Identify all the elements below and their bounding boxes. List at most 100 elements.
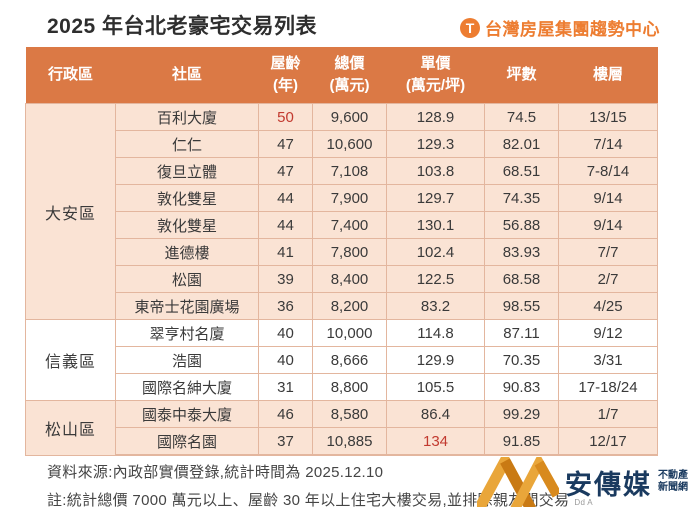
statistics-note-text: 註:統計總價 7000 萬元以上、屋齡 30 年以上住宅大樓交易,並排除親友間交… xyxy=(47,492,570,509)
table-row: 仁仁 47 10,600 129.3 82.01 7/14 xyxy=(26,130,658,158)
cell-community: 復旦立體 xyxy=(115,157,259,185)
cell-floor: 9/14 xyxy=(558,184,658,212)
cell-total-price: 7,400 xyxy=(312,211,387,239)
cell-area: 90.83 xyxy=(484,373,559,401)
media-subtitle-line1: 不動產 xyxy=(658,469,688,481)
transactions-table: 行政區 社區 屋齡 (年) 總價 (萬元) 單價 (萬元/坪) 坪數 樓層 大安… xyxy=(25,47,658,456)
cell-floor: 1/7 xyxy=(558,400,658,428)
cell-area: 70.35 xyxy=(484,346,559,374)
cell-community: 百利大廈 xyxy=(115,103,259,131)
cell-floor: 7/14 xyxy=(558,130,658,158)
table-row: 國際名紳大廈 31 8,800 105.5 90.83 17-18/24 xyxy=(26,373,658,401)
cell-community: 進德樓 xyxy=(115,238,259,266)
header-floor: 樓層 xyxy=(558,47,658,104)
data-source-note: 資料來源:內政部實價登錄,統計時間為 2025.12.10 xyxy=(47,464,384,481)
district-cell: 松山區 xyxy=(25,400,116,456)
cell-total-price: 8,400 xyxy=(312,265,387,293)
cell-floor: 9/14 xyxy=(558,211,658,239)
cell-area: 68.58 xyxy=(484,265,559,293)
cell-unit-price: 83.2 xyxy=(386,292,485,320)
cell-area: 82.01 xyxy=(484,130,559,158)
cell-age: 50 xyxy=(258,103,313,131)
cell-floor: 2/7 xyxy=(558,265,658,293)
taiwan-housing-logo-icon: T xyxy=(460,17,480,38)
cell-total-price: 8,200 xyxy=(312,292,387,320)
table-row: 浩園 40 8,666 129.9 70.35 3/31 xyxy=(26,346,658,374)
statistics-note: 註:統計總價 7000 萬元以上、屋齡 30 年以上住宅大樓交易,並排除親友間交… xyxy=(47,489,593,510)
cell-total-price: 8,580 xyxy=(312,400,387,428)
media-name: 安傳媒 xyxy=(565,469,652,500)
header-age: 屋齡 (年) xyxy=(258,47,313,104)
watermark-code: Dd A xyxy=(574,498,593,507)
cell-age: 40 xyxy=(258,319,313,347)
header-community: 社區 xyxy=(115,47,259,104)
cell-total-price: 10,885 xyxy=(312,427,387,456)
table-row: 大安區 百利大廈 50 9,600 128.9 74.5 13/15 xyxy=(25,103,658,320)
cell-total-price: 10,600 xyxy=(312,130,387,158)
cell-age: 40 xyxy=(258,346,313,374)
cell-area: 83.93 xyxy=(484,238,559,266)
table-row: 敦化雙星 44 7,900 129.7 74.35 9/14 xyxy=(26,184,658,212)
cell-age: 44 xyxy=(258,211,313,239)
cell-age: 31 xyxy=(258,373,313,401)
cell-area: 87.11 xyxy=(484,319,559,347)
table-row: 東帝士花園廣場 36 8,200 83.2 98.55 4/25 xyxy=(26,292,658,320)
cell-community: 松園 xyxy=(115,265,259,293)
cell-community: 敦化雙星 xyxy=(115,184,259,212)
cell-community: 東帝士花園廣場 xyxy=(115,292,259,320)
cell-age: 41 xyxy=(258,238,313,266)
media-subtitle-line2: 新聞網 xyxy=(658,482,688,493)
header-unit-price: 單價 (萬元/坪) xyxy=(386,47,485,104)
cell-floor: 9/12 xyxy=(558,319,658,347)
table-row: 進德樓 41 7,800 102.4 83.93 7/7 xyxy=(26,238,658,266)
table-header: 行政區 社區 屋齡 (年) 總價 (萬元) 單價 (萬元/坪) 坪數 樓層 xyxy=(25,47,658,104)
an-media-logo-icon xyxy=(477,457,559,507)
cell-unit-price: 122.5 xyxy=(386,265,485,293)
cell-community: 國際名園 xyxy=(115,427,259,456)
table-row: 敦化雙星 44 7,400 130.1 56.88 9/14 xyxy=(26,211,658,239)
cell-floor: 7-8/14 xyxy=(558,157,658,185)
cell-area: 98.55 xyxy=(484,292,559,320)
table-row: 復旦立體 47 7,108 103.8 68.51 7-8/14 xyxy=(26,157,658,185)
cell-total-price: 8,800 xyxy=(312,373,387,401)
media-subtitle: 不動產 新聞網 xyxy=(658,470,688,495)
cell-community: 國際名紳大廈 xyxy=(115,373,259,401)
cell-total-price: 7,800 xyxy=(312,238,387,266)
cell-unit-price: 102.4 xyxy=(386,238,485,266)
header-district: 行政區 xyxy=(25,47,116,104)
cell-area: 68.51 xyxy=(484,157,559,185)
cell-age: 46 xyxy=(258,400,313,428)
cell-total-price: 9,600 xyxy=(312,103,387,131)
cell-unit-price: 129.7 xyxy=(386,184,485,212)
cell-area: 56.88 xyxy=(484,211,559,239)
table-row: 信義區 翠亨村名廈 40 10,000 114.8 87.11 9/12 xyxy=(25,319,658,401)
table-row: 松山區 國泰中泰大廈 46 8,580 86.4 99.29 1/7 xyxy=(25,400,658,456)
cell-area: 74.5 xyxy=(484,103,559,131)
cell-area: 74.35 xyxy=(484,184,559,212)
page-title: 2025 年台北老豪宅交易列表 xyxy=(47,15,318,38)
cell-unit-price: 103.8 xyxy=(386,157,485,185)
media-watermark: 安傳媒 不動產 新聞網 xyxy=(477,457,688,507)
cell-community: 敦化雙星 xyxy=(115,211,259,239)
cell-floor: 12/17 xyxy=(558,427,658,456)
cell-total-price: 8,666 xyxy=(312,346,387,374)
cell-area: 91.85 xyxy=(484,427,559,456)
brand-logo: T 台灣房屋集團趨勢中心 xyxy=(460,15,660,40)
cell-unit-price: 129.9 xyxy=(386,346,485,374)
cell-unit-price: 134 xyxy=(386,427,485,456)
table-row: 國際名園 37 10,885 134 91.85 12/17 xyxy=(26,427,658,456)
district-cell: 信義區 xyxy=(25,319,116,401)
cell-community: 翠亨村名廈 xyxy=(115,319,259,347)
cell-age: 39 xyxy=(258,265,313,293)
header-area: 坪數 xyxy=(484,47,559,104)
cell-unit-price: 129.3 xyxy=(386,130,485,158)
cell-community: 國泰中泰大廈 xyxy=(115,400,259,428)
cell-unit-price: 105.5 xyxy=(386,373,485,401)
cell-age: 47 xyxy=(258,157,313,185)
table-row: 松園 39 8,400 122.5 68.58 2/7 xyxy=(26,265,658,293)
header-total-price: 總價 (萬元) xyxy=(312,47,387,104)
cell-area: 99.29 xyxy=(484,400,559,428)
district-cell: 大安區 xyxy=(25,103,116,320)
cell-age: 47 xyxy=(258,130,313,158)
